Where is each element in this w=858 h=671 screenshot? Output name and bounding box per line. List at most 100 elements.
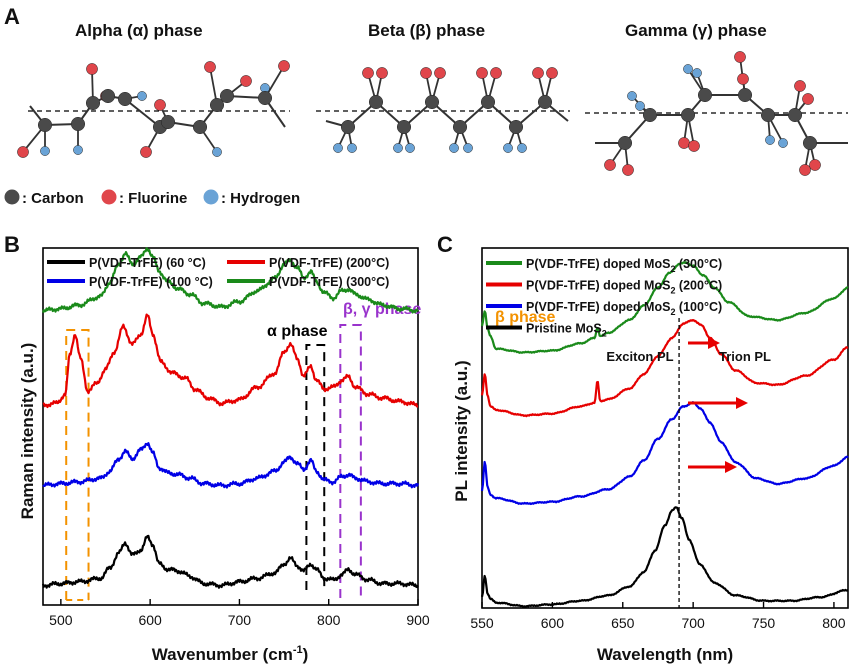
raman-legend-label: P(VDF-TrFE) (60 °C) — [89, 256, 206, 270]
pl-x-tick-label: 800 — [822, 615, 846, 631]
panel-letter-c: C — [437, 232, 453, 257]
phase-title-alpha: Alpha (α) phase — [75, 21, 203, 40]
fluorine-atom — [434, 67, 446, 79]
carbon-legend-icon — [4, 189, 20, 205]
carbon-atom — [368, 94, 384, 110]
carbon-atom — [117, 91, 133, 107]
hydrogen-atom — [635, 101, 645, 111]
carbon-atom — [160, 114, 176, 130]
carbon-atom — [508, 119, 524, 135]
panel-a: A Alpha (α) phase Beta (β) phase Gamma (… — [4, 4, 848, 207]
pl-legend-label: P(VDF-TrFE) doped MoS2 (300°C) — [526, 257, 722, 274]
raman-plot-frame — [42, 247, 419, 606]
pl-series — [480, 261, 849, 608]
carbon-atom — [802, 135, 818, 151]
beta-gamma-phase-label: β, γ phase — [343, 301, 421, 318]
fluorine-atom — [802, 93, 814, 105]
hydrogen-atom — [692, 68, 702, 78]
alpha-phase-label: α phase — [267, 323, 328, 340]
carbon-atom — [340, 119, 356, 135]
hydrogen-atom — [73, 145, 83, 155]
carbon-atom — [760, 107, 776, 123]
carbon-atom — [680, 107, 696, 123]
pl-legend-label: P(VDF-TrFE) doped MoS2 (200°C) — [526, 279, 722, 296]
legend-fluorine: : Fluorine — [119, 190, 187, 207]
phase-title-gamma: Gamma (γ) phase — [625, 21, 767, 40]
hydrogen-atom — [765, 135, 775, 145]
fluorine-atom — [809, 159, 821, 171]
red-shift-arrow-head-icon — [708, 337, 720, 349]
hydrogen-atom — [40, 146, 50, 156]
carbon-atom — [617, 135, 633, 151]
molecule-gamma — [585, 51, 848, 176]
fluorine-atom — [420, 67, 432, 79]
raman-series — [41, 247, 420, 589]
raman-x-tick-label: 500 — [49, 612, 73, 628]
pl-annotations: Exciton PL Trion PL — [606, 318, 771, 608]
raman-series-line-3 — [42, 313, 419, 409]
pl-series-line-3 — [480, 319, 849, 418]
beta-phase-box — [65, 329, 90, 600]
raman-x-axis: 500 600 700 800 900 — [49, 599, 430, 628]
fluorine-atom — [240, 75, 252, 87]
fluorine-atom — [204, 61, 216, 73]
pl-legend-label: Pristine MoS2 — [526, 322, 607, 339]
molecule-beta — [316, 67, 570, 153]
pl-x-tick-label: 650 — [611, 615, 635, 631]
pl-legend-label: P(VDF-TrFE) doped MoS2 (100°C) — [526, 300, 722, 317]
fluorine-atom — [278, 60, 290, 72]
pl-series-line-2 — [480, 401, 849, 506]
bond — [124, 98, 161, 128]
raman-series-line-4 — [41, 247, 419, 314]
carbon-atom — [452, 119, 468, 135]
pl-x-axis: 550 600 650 700 750 800 — [470, 602, 846, 631]
raman-legend-label: P(VDF-TrFE) (100 °C) — [89, 275, 213, 289]
fluorine-atom — [604, 159, 616, 171]
fluorine-atom — [734, 51, 746, 63]
phase-title-beta: Beta (β) phase — [368, 21, 485, 40]
carbon-atom — [424, 94, 440, 110]
fluorine-atom — [546, 67, 558, 79]
hydrogen-atom — [212, 147, 222, 157]
raman-series-line-1 — [41, 534, 419, 589]
fluorine-atom — [794, 80, 806, 92]
panel-c: C Exciton PL Trion PL 550 600 650 700 750 800 … — [437, 232, 849, 664]
raman-x-tick-label: 800 — [317, 612, 341, 628]
carbon-atom — [537, 94, 553, 110]
carbon-atom — [697, 87, 713, 103]
panel-letter-b: B — [4, 232, 20, 257]
carbon-atom — [85, 95, 101, 111]
pl-x-tick-label: 700 — [681, 615, 705, 631]
fluorine-atom — [678, 137, 690, 149]
hydrogen-atom — [463, 143, 473, 153]
raman-x-tick-label: 600 — [138, 612, 162, 628]
carbon-atom — [37, 117, 53, 133]
pl-legend: P(VDF-TrFE) doped MoS2 (300°C) P(VDF-TrFE… — [486, 257, 722, 339]
exciton-pl-label: Exciton PL — [606, 349, 673, 364]
hydrogen-atom — [347, 143, 357, 153]
fluorine-legend-icon — [101, 189, 117, 205]
carbon-atom — [480, 94, 496, 110]
carbon-atom — [642, 107, 658, 123]
raman-series-line-2 — [42, 442, 420, 489]
beta-phase-label: β phase — [495, 309, 556, 326]
carbon-atom — [219, 88, 235, 104]
pl-x-tick-label: 600 — [541, 615, 565, 631]
fluorine-atom — [17, 146, 29, 158]
raman-legend-label: P(VDF-TrFE) (200°C) — [269, 256, 389, 270]
carbon-atom — [100, 88, 116, 104]
hydrogen-atom — [137, 91, 147, 101]
pl-x-axis-label: Wavelength (nm) — [597, 645, 733, 664]
fluorine-atom — [154, 99, 166, 111]
panel-letter-a: A — [4, 4, 20, 29]
raman-x-axis-label: Wavenumber (cm-1) — [152, 644, 309, 664]
raman-phase-annotations: β phase α phase β, γ phase — [65, 301, 556, 601]
hydrogen-atom — [503, 143, 513, 153]
pl-series-line-1 — [480, 506, 849, 608]
fluorine-atom — [737, 73, 749, 85]
hydrogen-atom — [333, 143, 343, 153]
hydrogen-atom — [405, 143, 415, 153]
red-shift-arrow-head-icon — [736, 397, 748, 409]
panel-b: B β phase α phase β, γ phase 500 600 700 800 9… — [4, 232, 556, 664]
